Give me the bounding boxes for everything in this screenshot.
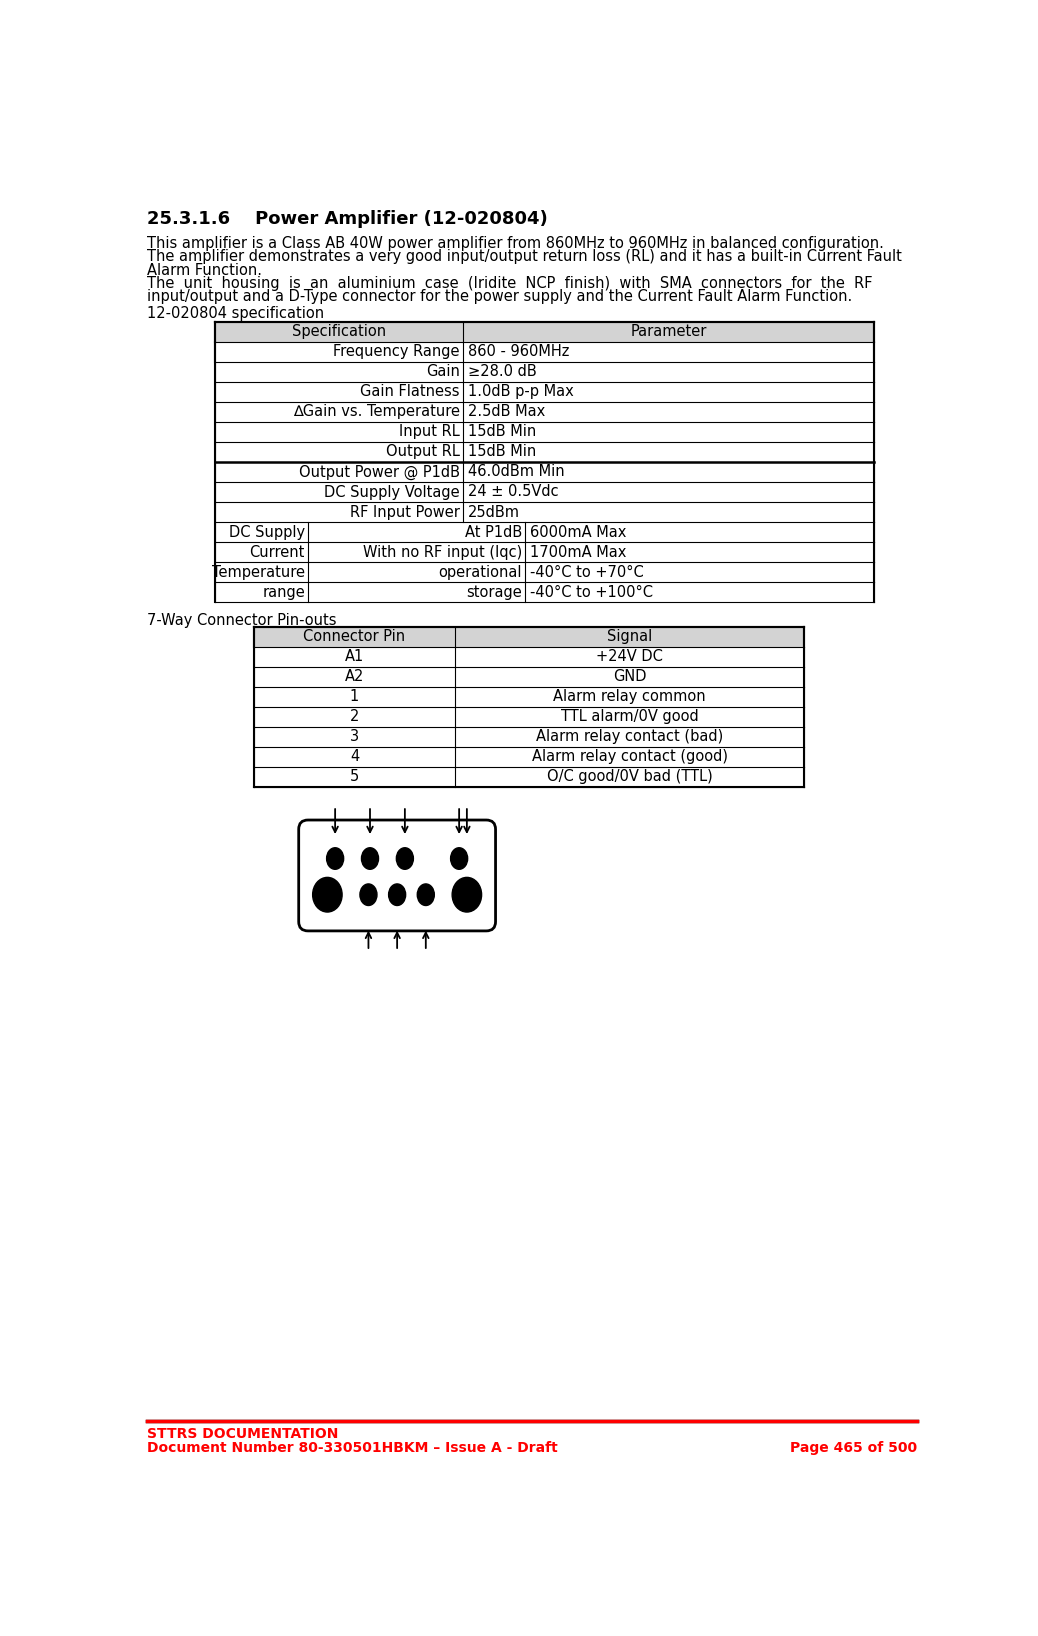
Text: Page 465 of 500: Page 465 of 500 [790, 1441, 918, 1454]
Text: With no RF input (Iqc): With no RF input (Iqc) [362, 545, 522, 560]
Text: O/C good/0V bad (TTL): O/C good/0V bad (TTL) [547, 769, 712, 784]
Text: Current: Current [249, 545, 305, 560]
Text: At P1dB: At P1dB [465, 525, 522, 540]
Text: Temperature: Temperature [212, 564, 305, 579]
Bar [253, 627, 804, 646]
Text: 25dBm: 25dBm [468, 504, 520, 520]
Text: storage: storage [466, 584, 522, 600]
Text: DC Supply Voltage: DC Supply Voltage [324, 484, 460, 499]
Ellipse shape [397, 847, 413, 869]
Text: ∆Gain vs. Temperature: ∆Gain vs. Temperature [293, 404, 460, 419]
Ellipse shape [360, 883, 377, 905]
Text: 6000mA Max: 6000mA Max [529, 525, 626, 540]
Ellipse shape [417, 883, 434, 905]
Text: Gain: Gain [426, 365, 460, 380]
Text: Alarm Function.: Alarm Function. [146, 262, 262, 278]
Text: 5: 5 [350, 769, 359, 784]
Text: Frequency Range: Frequency Range [333, 344, 460, 360]
Text: -40°C to +100°C: -40°C to +100°C [529, 584, 653, 600]
Text: TTL alarm/0V good: TTL alarm/0V good [561, 710, 699, 725]
Text: A2: A2 [345, 669, 364, 684]
Text: 7-Way Connector Pin-outs: 7-Way Connector Pin-outs [146, 614, 336, 628]
Text: input/output and a D-Type connector for the power supply and the Current Fault A: input/output and a D-Type connector for … [146, 288, 852, 304]
Bar [215, 322, 874, 342]
Text: Input RL: Input RL [400, 424, 460, 440]
Text: ≥28.0 dB: ≥28.0 dB [468, 365, 537, 380]
Text: Document Number 80-330501HBKM – Issue A - Draft: Document Number 80-330501HBKM – Issue A … [146, 1441, 557, 1454]
Text: 2.5dB Max: 2.5dB Max [468, 404, 545, 419]
Text: 12-020804 specification: 12-020804 specification [146, 306, 324, 321]
Text: DC Supply: DC Supply [228, 525, 305, 540]
Text: Output RL: Output RL [386, 445, 460, 460]
Text: 1.0dB p-p Max: 1.0dB p-p Max [468, 384, 573, 399]
Text: Output Power @ P1dB: Output Power @ P1dB [299, 465, 460, 479]
Ellipse shape [361, 847, 379, 869]
Text: GND: GND [612, 669, 647, 684]
Text: 24 ± 0.5Vdc: 24 ± 0.5Vdc [468, 484, 558, 499]
Ellipse shape [450, 847, 468, 869]
Ellipse shape [388, 883, 406, 905]
Text: range: range [263, 584, 305, 600]
Text: RF Input Power: RF Input Power [350, 504, 460, 520]
Text: A1: A1 [345, 649, 364, 664]
Text: The  unit  housing  is  an  aluminium  case  (Iridite  NCP  finish)  with  SMA  : The unit housing is an aluminium case (I… [146, 275, 872, 291]
Text: 4: 4 [350, 749, 359, 764]
Text: This amplifier is a Class AB 40W power amplifier from 860MHz to 960MHz in balanc: This amplifier is a Class AB 40W power a… [146, 236, 883, 252]
Text: 3: 3 [350, 730, 359, 744]
Text: 15dB Min: 15dB Min [468, 424, 536, 440]
Text: -40°C to +70°C: -40°C to +70°C [529, 564, 644, 579]
FancyBboxPatch shape [299, 820, 495, 931]
Text: 25.3.1.6    Power Amplifier (12-020804): 25.3.1.6 Power Amplifier (12-020804) [146, 209, 548, 227]
Text: Signal: Signal [607, 630, 652, 645]
Text: Gain Flatness: Gain Flatness [360, 384, 460, 399]
Text: operational: operational [438, 564, 522, 579]
Text: +24V DC: +24V DC [596, 649, 663, 664]
Text: Alarm relay contact (bad): Alarm relay contact (bad) [536, 730, 723, 744]
Text: 1700mA Max: 1700mA Max [529, 545, 626, 560]
Ellipse shape [453, 877, 482, 911]
Text: Alarm relay common: Alarm relay common [553, 689, 706, 705]
Ellipse shape [327, 847, 344, 869]
Text: The amplifier demonstrates a very good input/output return loss (RL) and it has : The amplifier demonstrates a very good i… [146, 249, 902, 265]
Text: STTRS DOCUMENTATION: STTRS DOCUMENTATION [146, 1427, 338, 1441]
Text: 2: 2 [350, 710, 359, 725]
Text: 860 - 960MHz: 860 - 960MHz [468, 344, 569, 360]
Text: 46.0dBm Min: 46.0dBm Min [468, 465, 565, 479]
Text: Connector Pin: Connector Pin [303, 630, 406, 645]
Text: 1: 1 [350, 689, 359, 705]
Text: Alarm relay contact (good): Alarm relay contact (good) [531, 749, 728, 764]
Text: 15dB Min: 15dB Min [468, 445, 536, 460]
Text: Parameter: Parameter [630, 324, 707, 339]
Ellipse shape [312, 877, 343, 911]
Text: Specification: Specification [292, 324, 386, 339]
